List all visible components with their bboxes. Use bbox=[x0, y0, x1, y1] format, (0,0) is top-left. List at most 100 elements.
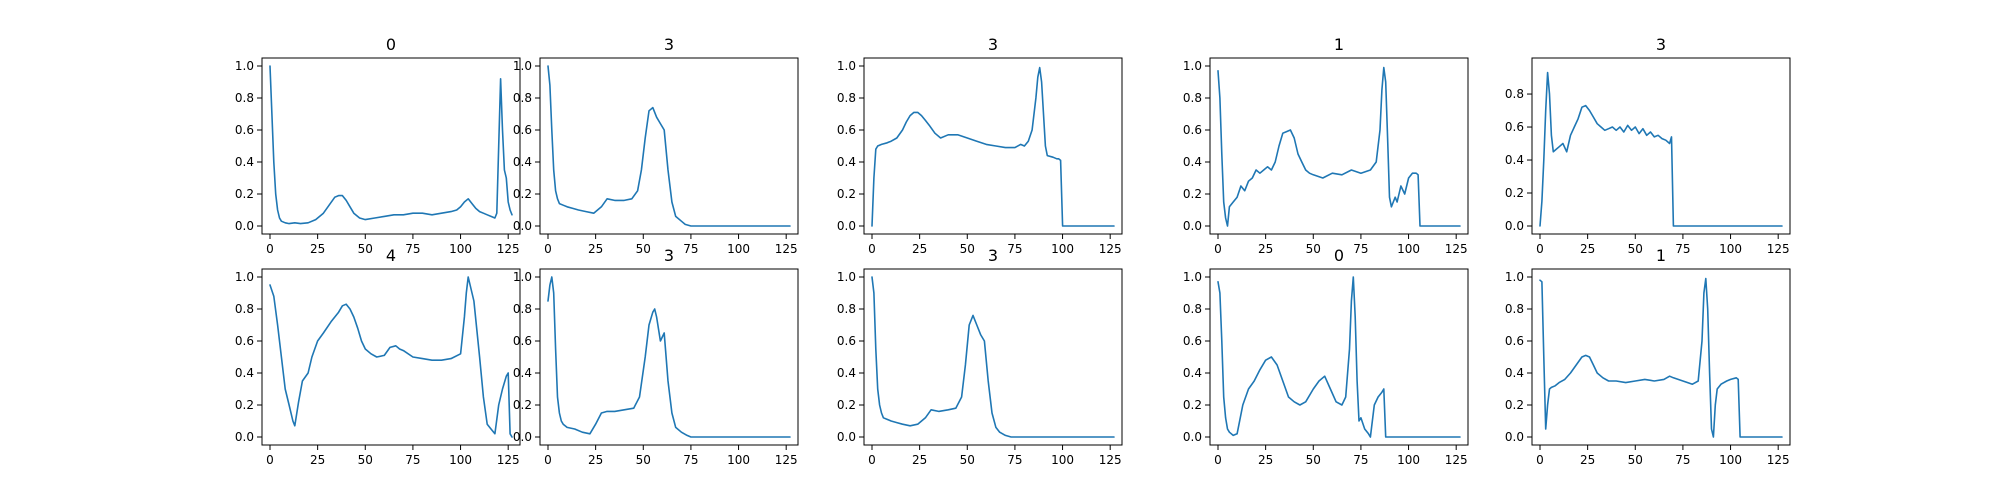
y-tick-label: 0.8 bbox=[837, 91, 856, 105]
x-tick-label: 25 bbox=[1580, 242, 1595, 256]
y-tick-label: 0.8 bbox=[235, 302, 254, 316]
plot-area bbox=[1209, 57, 1469, 235]
y-tick-label: 0.6 bbox=[1183, 334, 1202, 348]
y-tick-label: 0.0 bbox=[513, 219, 532, 233]
y-tick-label: 0.4 bbox=[1183, 366, 1202, 380]
plot-area bbox=[1209, 268, 1469, 446]
panel: 3 0 25 50 75 100 125 0.0 0.2 0.4 0.6 0.8 1.0 bbox=[837, 246, 1123, 467]
x-tick-label: 0 bbox=[868, 453, 876, 467]
x-tick-label: 50 bbox=[1306, 453, 1321, 467]
x-tick-label: 0 bbox=[544, 453, 552, 467]
y-tick-label: 0.8 bbox=[513, 91, 532, 105]
y-tick-label: 0.4 bbox=[837, 155, 856, 169]
y-tick-label: 0.8 bbox=[235, 91, 254, 105]
y-tick-label: 1.0 bbox=[1183, 59, 1202, 73]
plot-area bbox=[539, 57, 799, 235]
x-tick-label: 125 bbox=[1767, 453, 1790, 467]
y-tick-label: 0.2 bbox=[235, 398, 254, 412]
y-tick-label: 1.0 bbox=[837, 270, 856, 284]
x-tick-label: 125 bbox=[1767, 242, 1790, 256]
y-tick-label: 0.8 bbox=[1183, 302, 1202, 316]
x-tick-label: 50 bbox=[636, 453, 651, 467]
x-tick-label: 100 bbox=[727, 453, 750, 467]
x-tick-label: 125 bbox=[1099, 453, 1122, 467]
x-tick-label: 25 bbox=[1258, 242, 1273, 256]
panel: 0 0 25 50 75 100 125 0.0 0.2 0.4 0.6 0.8 1.0 bbox=[235, 35, 521, 256]
y-tick-label: 0.6 bbox=[837, 123, 856, 137]
y-tick-label: 0.4 bbox=[235, 155, 254, 169]
x-tick-label: 100 bbox=[449, 453, 472, 467]
series-line bbox=[547, 65, 791, 227]
y-tick-label: 1.0 bbox=[235, 270, 254, 284]
x-tick-label: 0 bbox=[266, 453, 274, 467]
y-tick-label: 0.4 bbox=[235, 366, 254, 380]
y-tick-label: 0.8 bbox=[1505, 87, 1524, 101]
y-tick-label: 0.8 bbox=[1505, 302, 1524, 316]
series-line bbox=[1217, 66, 1461, 227]
x-tick-label: 25 bbox=[310, 453, 325, 467]
panel: 3 0 25 50 75 100 125 0.0 0.2 0.4 0.6 0.8 1.0 bbox=[513, 35, 799, 256]
x-tick-label: 0 bbox=[1214, 453, 1222, 467]
x-tick-label: 75 bbox=[405, 453, 420, 467]
x-tick-label: 100 bbox=[727, 242, 750, 256]
y-tick-label: 0.0 bbox=[235, 430, 254, 444]
x-tick-label: 0 bbox=[544, 242, 552, 256]
x-tick-label: 75 bbox=[1675, 242, 1690, 256]
y-tick-label: 0.2 bbox=[513, 187, 532, 201]
plot-area bbox=[1531, 57, 1791, 235]
x-tick-label: 0 bbox=[1214, 242, 1222, 256]
x-tick-label: 25 bbox=[588, 453, 603, 467]
x-tick-label: 75 bbox=[1007, 242, 1022, 256]
x-tick-label: 75 bbox=[1675, 453, 1690, 467]
plot-area bbox=[1531, 268, 1791, 446]
x-tick-label: 50 bbox=[1628, 453, 1643, 467]
y-tick-label: 0.8 bbox=[513, 302, 532, 316]
series-line bbox=[871, 66, 1115, 227]
series-line bbox=[269, 276, 513, 438]
x-tick-label: 0 bbox=[1536, 242, 1544, 256]
x-tick-label: 50 bbox=[358, 453, 373, 467]
y-tick-label: 0.4 bbox=[513, 366, 532, 380]
x-tick-label: 125 bbox=[775, 242, 798, 256]
x-tick-label: 100 bbox=[1051, 242, 1074, 256]
x-tick-label: 25 bbox=[310, 242, 325, 256]
y-tick-label: 1.0 bbox=[1183, 270, 1202, 284]
x-tick-label: 25 bbox=[912, 242, 927, 256]
panel-title: 3 bbox=[664, 246, 674, 265]
y-tick-label: 0.4 bbox=[513, 155, 532, 169]
y-tick-label: 0.2 bbox=[1505, 398, 1524, 412]
x-tick-label: 50 bbox=[358, 242, 373, 256]
y-tick-label: 0.0 bbox=[1183, 219, 1202, 233]
panel-title: 3 bbox=[988, 35, 998, 54]
x-tick-label: 75 bbox=[405, 242, 420, 256]
x-tick-label: 75 bbox=[683, 242, 698, 256]
y-tick-label: 0.2 bbox=[837, 398, 856, 412]
series-line bbox=[1539, 277, 1783, 438]
plot-area bbox=[261, 57, 521, 235]
y-tick-label: 0.0 bbox=[1505, 219, 1524, 233]
x-tick-label: 125 bbox=[1445, 453, 1468, 467]
y-tick-label: 1.0 bbox=[1505, 270, 1524, 284]
y-tick-label: 0.6 bbox=[513, 123, 532, 137]
x-tick-label: 100 bbox=[1397, 453, 1420, 467]
panel: 0 0 25 50 75 100 125 0.0 0.2 0.4 0.6 0.8 1.0 bbox=[1183, 246, 1469, 467]
x-tick-label: 100 bbox=[1397, 242, 1420, 256]
y-tick-label: 0.8 bbox=[837, 302, 856, 316]
y-tick-label: 1.0 bbox=[837, 59, 856, 73]
y-tick-label: 0.6 bbox=[235, 123, 254, 137]
x-tick-label: 125 bbox=[497, 453, 520, 467]
plot-area bbox=[539, 268, 799, 446]
x-tick-label: 50 bbox=[960, 242, 975, 256]
y-tick-label: 0.0 bbox=[235, 219, 254, 233]
panel-title: 1 bbox=[1656, 246, 1666, 265]
panel: 1 0 25 50 75 100 125 0.0 0.2 0.4 0.6 0.8 1.0 bbox=[1505, 246, 1791, 467]
x-tick-label: 25 bbox=[1258, 453, 1273, 467]
panel-title: 3 bbox=[1656, 35, 1666, 54]
panel: 3 0 25 50 75 100 125 0.0 0.2 0.4 0.6 0.8 1.0 bbox=[513, 246, 799, 467]
y-tick-label: 0.2 bbox=[1505, 186, 1524, 200]
panel: 3 0 25 50 75 100 125 0.0 0.2 0.4 0.6 0.8 bbox=[1505, 35, 1791, 256]
panel-title: 3 bbox=[988, 246, 998, 265]
y-tick-label: 0.0 bbox=[837, 430, 856, 444]
x-tick-label: 100 bbox=[1719, 242, 1742, 256]
